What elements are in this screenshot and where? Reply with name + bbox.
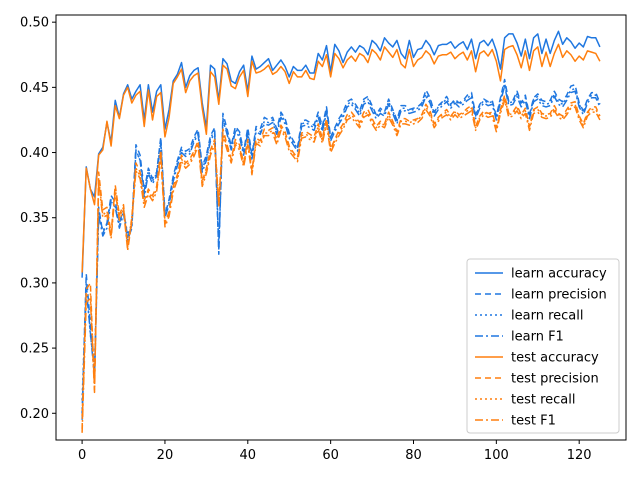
- x-axis: 0 20 40 60 80 100 120: [78, 440, 592, 463]
- legend-label: test recall: [511, 393, 576, 408]
- legend-label: learn F1: [511, 330, 564, 345]
- x-tick-label: 120: [567, 448, 592, 463]
- series-layer: [81, 30, 601, 433]
- x-tick-label: 40: [240, 448, 257, 463]
- y-tick-label: 0.35: [20, 211, 49, 226]
- x-tick-label: 80: [405, 448, 422, 463]
- y-tick-label: 0.25: [20, 342, 49, 357]
- y-tick-label: 0.50: [20, 16, 49, 31]
- legend-label: learn recall: [511, 309, 583, 324]
- legend: learn accuracy learn precision learn recal…: [466, 258, 620, 434]
- y-tick-label: 0.20: [20, 407, 49, 422]
- series-line-test-F1: [81, 99, 601, 433]
- legend-label: learn accuracy: [511, 267, 607, 282]
- series-line-test-accuracy: [81, 43, 601, 273]
- series-line-test-precision: [81, 94, 601, 429]
- legend-label: test accuracy: [511, 351, 599, 366]
- x-tick-label: 60: [322, 448, 339, 463]
- y-tick-label: 0.30: [20, 276, 49, 291]
- y-tick-label: 0.45: [20, 81, 49, 96]
- legend-label: test precision: [511, 372, 599, 387]
- series-line-learn-F1: [81, 85, 601, 420]
- y-tick-label: 0.40: [20, 146, 49, 161]
- series-line-learn-accuracy: [81, 30, 601, 278]
- x-tick-label: 20: [157, 448, 174, 463]
- x-tick-label: 100: [484, 448, 509, 463]
- legend-label: learn precision: [511, 288, 607, 303]
- x-tick-label: 0: [78, 448, 86, 463]
- y-axis: 0.20 0.25 0.30 0.35 0.40 0.45 0.50: [20, 16, 56, 422]
- plot-frame: [55, 14, 627, 441]
- legend-label: test F1: [511, 414, 556, 429]
- legend-box: [466, 258, 620, 434]
